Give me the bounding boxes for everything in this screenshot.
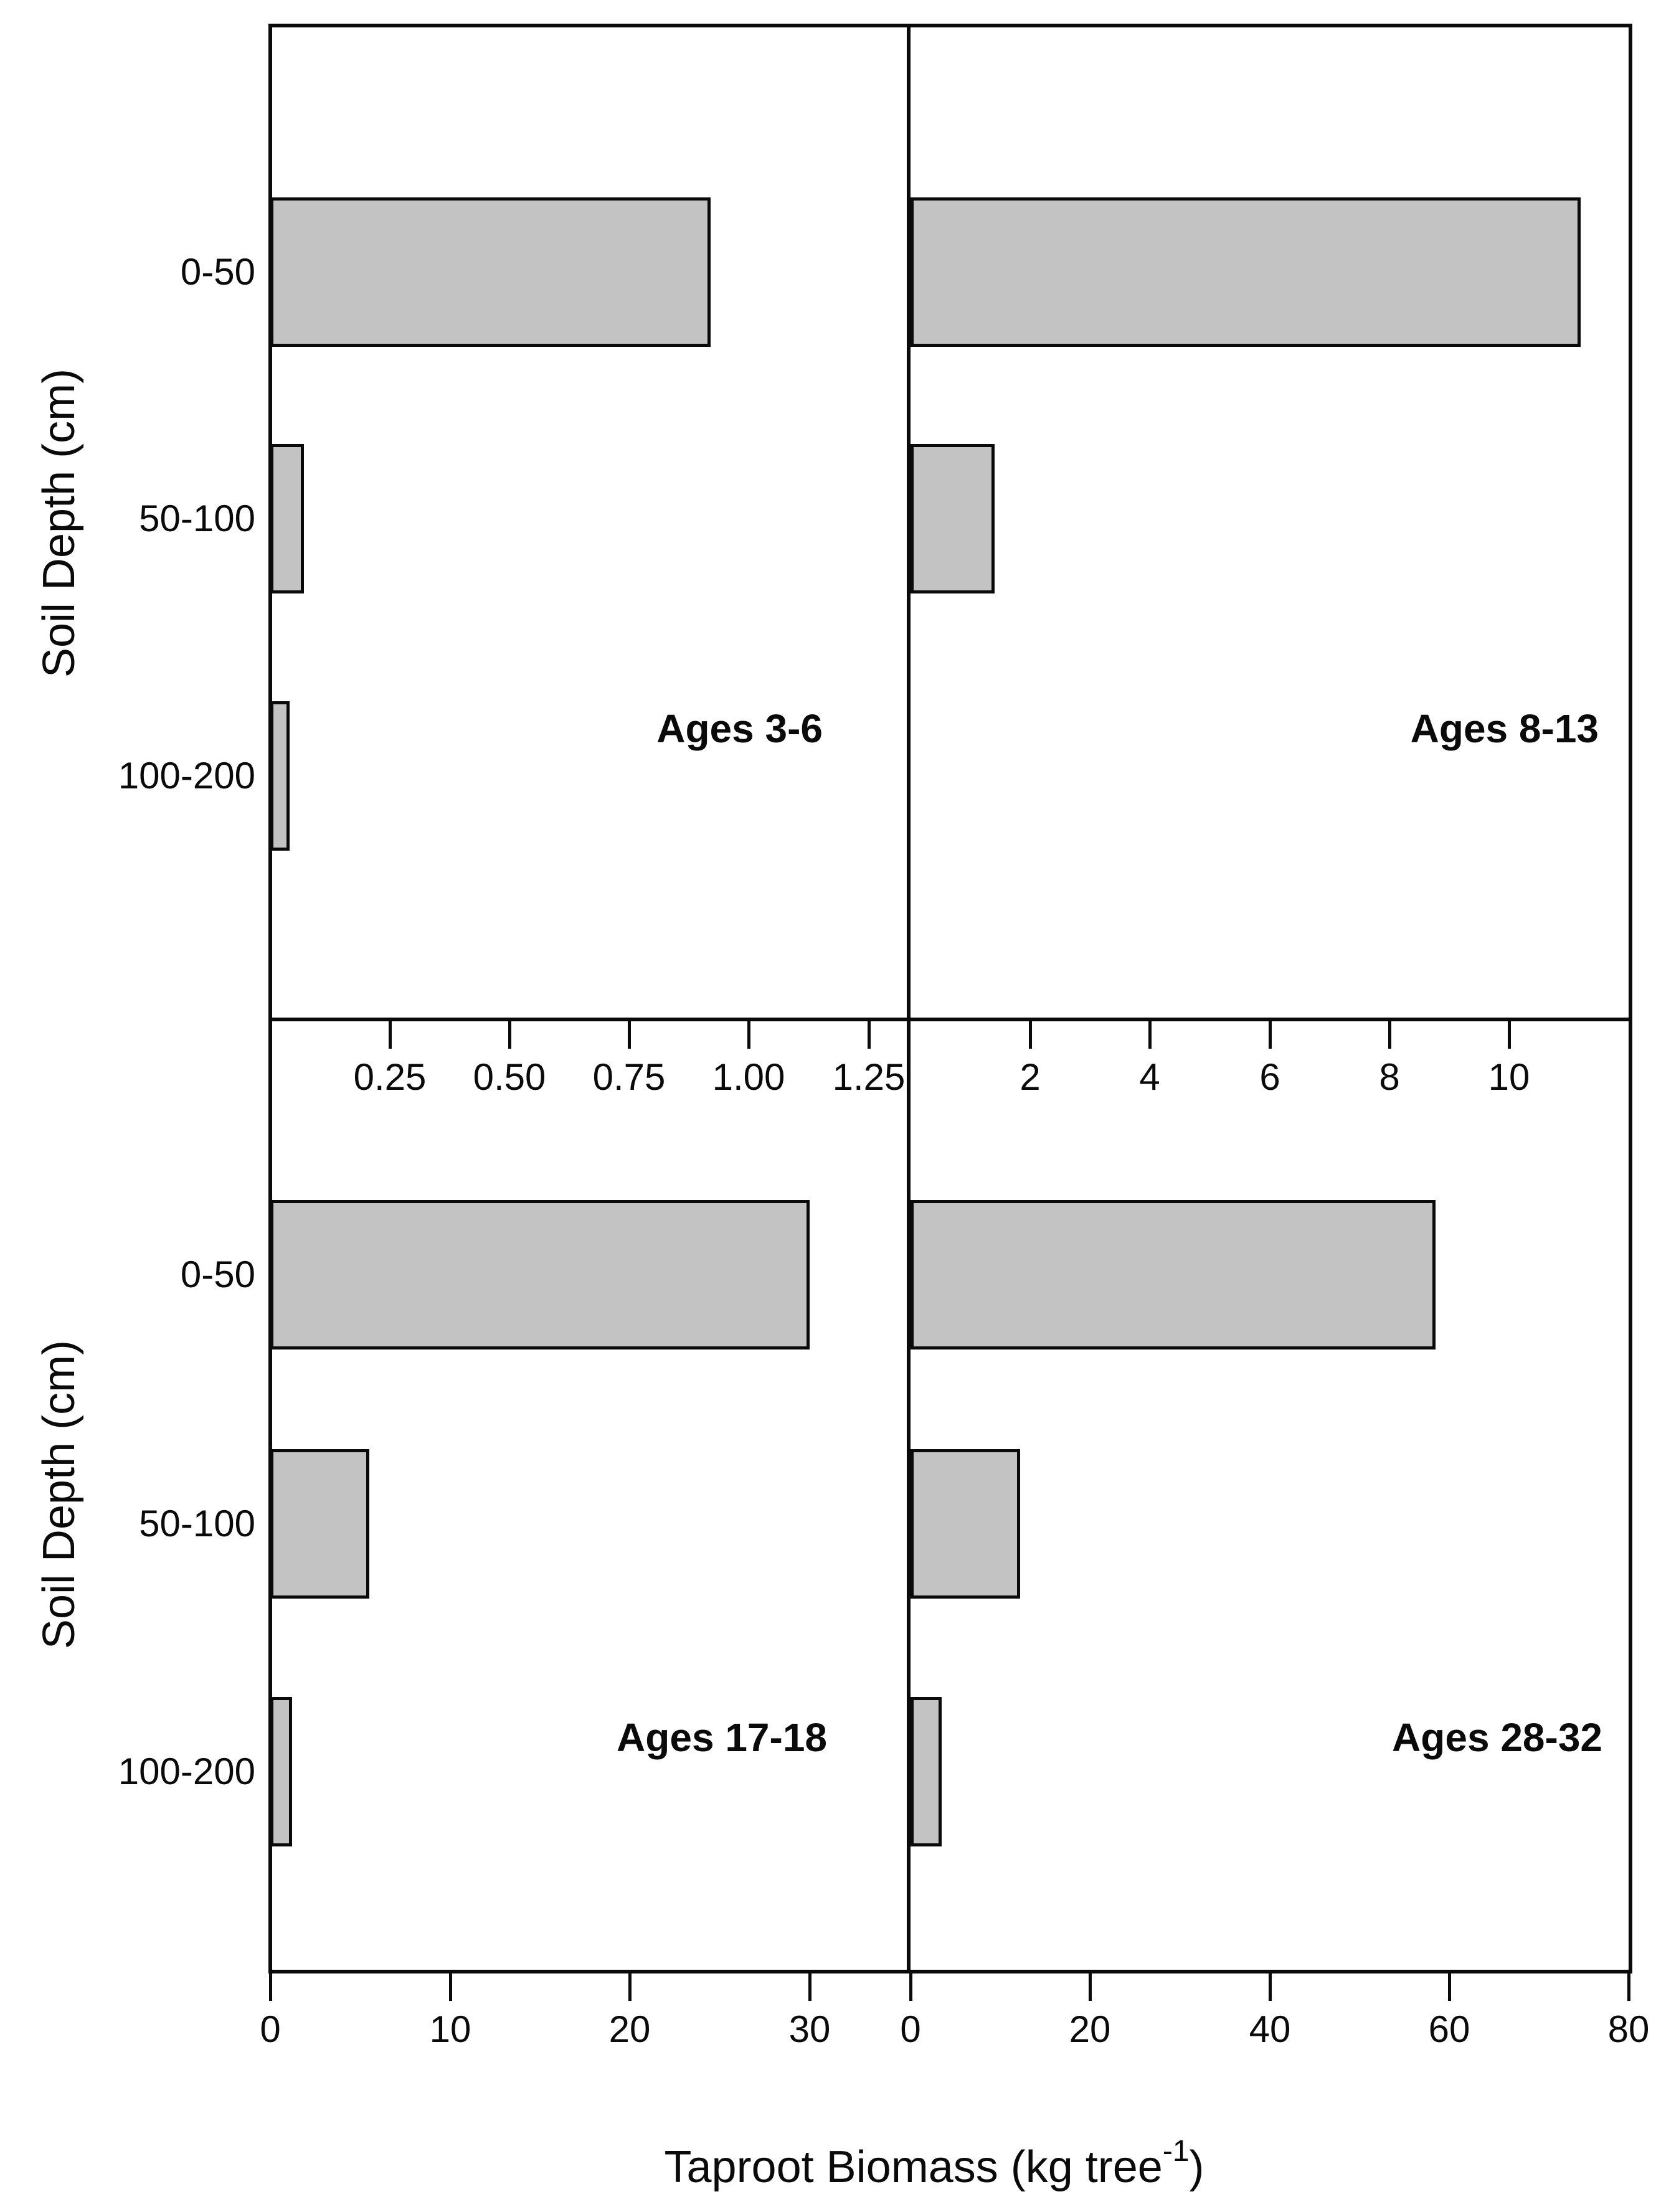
- x-tick: [389, 1021, 392, 1049]
- bottom-axis-line: [268, 1970, 1632, 1973]
- x-tick: [1029, 1021, 1032, 1049]
- bar-50-100: [911, 1449, 1020, 1599]
- x-tick-label: 20: [608, 2008, 651, 2050]
- x-tick: [508, 1021, 511, 1049]
- x-tick-label: 4: [1139, 1056, 1160, 1098]
- x-axis-title-superscript: -1: [1162, 2135, 1190, 2168]
- x-tick: [868, 1021, 871, 1049]
- bar-0-50: [911, 1200, 1436, 1349]
- middle-axis-line: [268, 1018, 1632, 1021]
- x-tick: [269, 1973, 272, 2001]
- x-tick-label: 60: [1428, 2008, 1470, 2050]
- chart-panel-ages-3-6: Ages 3-6 0.25 0.50 0.75 1.00 1.25: [270, 27, 907, 1097]
- x-tick-label: 1.25: [832, 1056, 906, 1098]
- x-axis-title-end: ): [1189, 2142, 1204, 2192]
- y-axis-title-bottom: Soil Depth (cm): [34, 1340, 84, 1650]
- x-tick: [628, 1021, 631, 1049]
- y-category-label-0-50: 0-50: [180, 251, 255, 293]
- panel-title: Ages 8-13: [1410, 706, 1599, 751]
- x-tick-label: 0: [260, 2008, 281, 2050]
- x-tick: [1269, 1021, 1272, 1049]
- x-tick-label: 10: [1488, 1056, 1530, 1098]
- x-tick: [1269, 1973, 1272, 2001]
- y-category-label-100-200: 100-200: [118, 1751, 255, 1792]
- x-tick: [1448, 1973, 1451, 2001]
- bar-100-200: [270, 1697, 292, 1846]
- x-axis-title-main: Taproot Biomass (kg tree: [664, 2142, 1163, 2192]
- x-tick: [1089, 1973, 1092, 2001]
- x-tick-label: 2: [1020, 1056, 1041, 1098]
- panel-title: Ages 17-18: [617, 1714, 827, 1760]
- x-tick-label: 20: [1069, 2008, 1111, 2050]
- y-category-label-50-100: 50-100: [139, 498, 255, 539]
- bar-50-100: [270, 444, 304, 593]
- x-tick-label: 0.25: [353, 1056, 427, 1098]
- x-tick: [449, 1973, 452, 2001]
- x-tick: [747, 1021, 750, 1049]
- x-tick-label: 0: [900, 2008, 921, 2050]
- x-tick-label: 80: [1607, 2008, 1650, 2050]
- bar-50-100: [270, 1449, 369, 1599]
- x-tick-label: 1.00: [712, 1056, 785, 1098]
- right-frame-line: [1629, 24, 1632, 1973]
- x-tick: [808, 1973, 811, 2001]
- x-tick: [1388, 1021, 1391, 1049]
- x-tick: [1148, 1021, 1152, 1049]
- top-frame-line: [268, 24, 1632, 27]
- x-tick-label: 40: [1249, 2008, 1291, 2050]
- panel-title: Ages 28-32: [1392, 1714, 1602, 1760]
- y-category-label-100-200: 100-200: [118, 755, 255, 796]
- x-tick-label: 0.75: [592, 1056, 666, 1098]
- chart-panel-ages-8-13: Ages 8-13 2 4 6 8 10: [911, 27, 1629, 1097]
- chart-panel-ages-17-18: Ages 17-18 0 10 20 30: [260, 1021, 907, 2049]
- left-axis-line: [268, 24, 272, 1973]
- bar-0-50: [911, 197, 1581, 347]
- x-axis-title: Taproot Biomass (kg tree-1): [664, 2127, 1204, 2192]
- x-tick: [628, 1973, 632, 2001]
- chart-panel-ages-28-32: Ages 28-32 0 20 40 60 80: [900, 1021, 1649, 2049]
- bar-100-200: [270, 701, 290, 851]
- x-tick-label: 6: [1259, 1056, 1280, 1098]
- x-tick-label: 0.50: [473, 1056, 546, 1098]
- x-tick-label: 30: [788, 2008, 831, 2050]
- y-category-label-50-100: 50-100: [139, 1503, 255, 1544]
- x-tick-label: 10: [429, 2008, 471, 2050]
- bar-0-50: [270, 197, 711, 347]
- y-category-label-0-50: 0-50: [180, 1254, 255, 1295]
- bar-50-100: [911, 444, 995, 593]
- x-tick: [909, 1973, 912, 2001]
- bar-0-50: [270, 1200, 810, 1349]
- x-tick-label: 8: [1379, 1056, 1400, 1098]
- panel-title: Ages 3-6: [656, 706, 823, 751]
- x-tick: [1508, 1021, 1511, 1049]
- x-tick: [1627, 1973, 1630, 2001]
- center-divider-line: [907, 24, 911, 1973]
- bar-100-200: [911, 1697, 942, 1846]
